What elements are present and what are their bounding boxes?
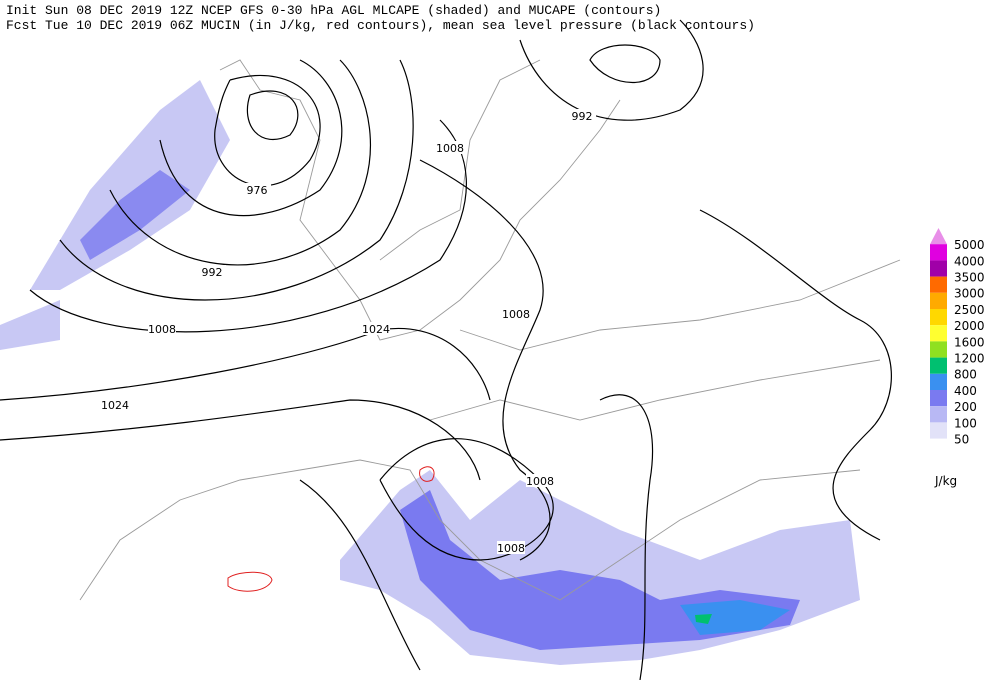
contour-label: 992 bbox=[572, 110, 593, 123]
isobar bbox=[299, 479, 421, 671]
colorbar-swatch bbox=[930, 357, 947, 374]
coastline bbox=[79, 459, 861, 601]
coastlines bbox=[79, 59, 901, 601]
contour-labels: 976 992 1008 1024 1024 1008 992 1008 1008 1008 bbox=[101, 109, 596, 555]
cin-contours bbox=[227, 466, 435, 592]
label-background bbox=[362, 322, 390, 335]
shade-800 bbox=[695, 614, 712, 624]
shade-400 bbox=[680, 600, 790, 635]
cin-contour bbox=[227, 571, 273, 592]
cin-contour bbox=[419, 466, 435, 482]
label-background bbox=[436, 141, 464, 154]
label-background bbox=[148, 322, 176, 335]
label-background bbox=[502, 307, 530, 320]
cape-shading bbox=[0, 80, 860, 665]
isobar bbox=[419, 159, 551, 561]
header-line: Init Sun 08 DEC 2019 12Z NCEP GFS 0-30 h… bbox=[6, 3, 661, 18]
isobar bbox=[0, 399, 481, 481]
isobar bbox=[379, 438, 554, 561]
colorbar-label: 50 bbox=[954, 433, 969, 447]
colorbar-swatch bbox=[930, 341, 947, 358]
colorbar-swatch bbox=[930, 244, 947, 261]
isobar bbox=[519, 19, 704, 121]
label-background bbox=[101, 398, 129, 411]
contour-label: 1008 bbox=[497, 542, 525, 555]
isobar bbox=[59, 59, 414, 301]
colorbar-label: 1600 bbox=[954, 335, 985, 349]
isobar bbox=[699, 209, 892, 541]
colorbar-swatch bbox=[930, 260, 947, 277]
colorbar: 5000 4000 3500 3000 2500 2000 1600 1200 800 400 20… bbox=[930, 228, 985, 447]
contour-label: 1024 bbox=[362, 323, 390, 336]
shade-100 bbox=[0, 300, 60, 350]
contour-label: 976 bbox=[247, 184, 268, 197]
label-background bbox=[526, 474, 554, 487]
contour-label: 1024 bbox=[101, 399, 129, 412]
isobars bbox=[0, 19, 892, 680]
colorbar-label: 1200 bbox=[954, 352, 985, 366]
border bbox=[429, 359, 881, 421]
colorbar-label: 2000 bbox=[954, 319, 985, 333]
colorbar-triangle bbox=[930, 228, 947, 245]
colorbar-swatch bbox=[930, 373, 947, 390]
shade-100 bbox=[30, 80, 230, 290]
isobar bbox=[599, 394, 654, 680]
label-background bbox=[243, 183, 271, 196]
colorbar-label: 100 bbox=[954, 416, 977, 430]
colorbar-label: 800 bbox=[954, 368, 977, 382]
colorbar-label: 3000 bbox=[954, 287, 985, 301]
isobar bbox=[214, 74, 321, 187]
shade-200 bbox=[80, 170, 190, 260]
isobar bbox=[0, 327, 491, 401]
colorbar-label: 4000 bbox=[954, 254, 985, 268]
header-line: Fcst Tue 10 DEC 2019 06Z MUCIN (in J/kg,… bbox=[6, 18, 755, 33]
colorbar-label: 200 bbox=[954, 400, 977, 414]
coastline bbox=[219, 59, 621, 341]
colorbar-swatch bbox=[930, 276, 947, 293]
colorbar-swatch bbox=[930, 325, 947, 342]
colorbar-swatch bbox=[930, 390, 947, 407]
colorbar-unit: J/kg bbox=[934, 474, 957, 488]
isobar bbox=[159, 59, 343, 217]
contour-label: 1008 bbox=[502, 308, 530, 321]
label-background bbox=[568, 109, 596, 122]
colorbar-swatch bbox=[930, 422, 947, 439]
colorbar-swatch bbox=[930, 292, 947, 309]
contour-label: 992 bbox=[202, 266, 223, 279]
isobar bbox=[109, 59, 371, 266]
label-background bbox=[198, 265, 226, 278]
coastline bbox=[379, 59, 541, 261]
colorbar-label: 2500 bbox=[954, 303, 985, 317]
colorbar-label: 3500 bbox=[954, 271, 985, 285]
colorbar-swatch bbox=[930, 309, 947, 326]
label-background bbox=[497, 541, 525, 554]
contour-label: 1008 bbox=[526, 475, 554, 488]
colorbar-label: 400 bbox=[954, 384, 977, 398]
isobar bbox=[246, 90, 299, 141]
border bbox=[459, 259, 901, 351]
contour-label: 1008 bbox=[148, 323, 176, 336]
colorbar-label: 5000 bbox=[954, 238, 985, 252]
isobar bbox=[29, 119, 467, 333]
isobar bbox=[589, 44, 661, 83]
colorbar-swatch bbox=[930, 406, 947, 423]
contour-label: 1008 bbox=[436, 142, 464, 155]
